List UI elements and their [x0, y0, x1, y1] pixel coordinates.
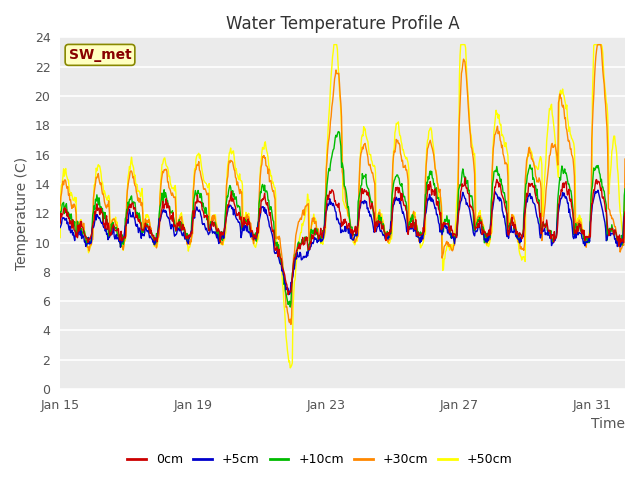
X-axis label: Time: Time — [591, 418, 625, 432]
Y-axis label: Temperature (C): Temperature (C) — [15, 156, 29, 270]
Legend: 0cm, +5cm, +10cm, +30cm, +50cm: 0cm, +5cm, +10cm, +30cm, +50cm — [122, 448, 518, 471]
Title: Water Temperature Profile A: Water Temperature Profile A — [226, 15, 460, 33]
Text: SW_met: SW_met — [68, 48, 131, 62]
